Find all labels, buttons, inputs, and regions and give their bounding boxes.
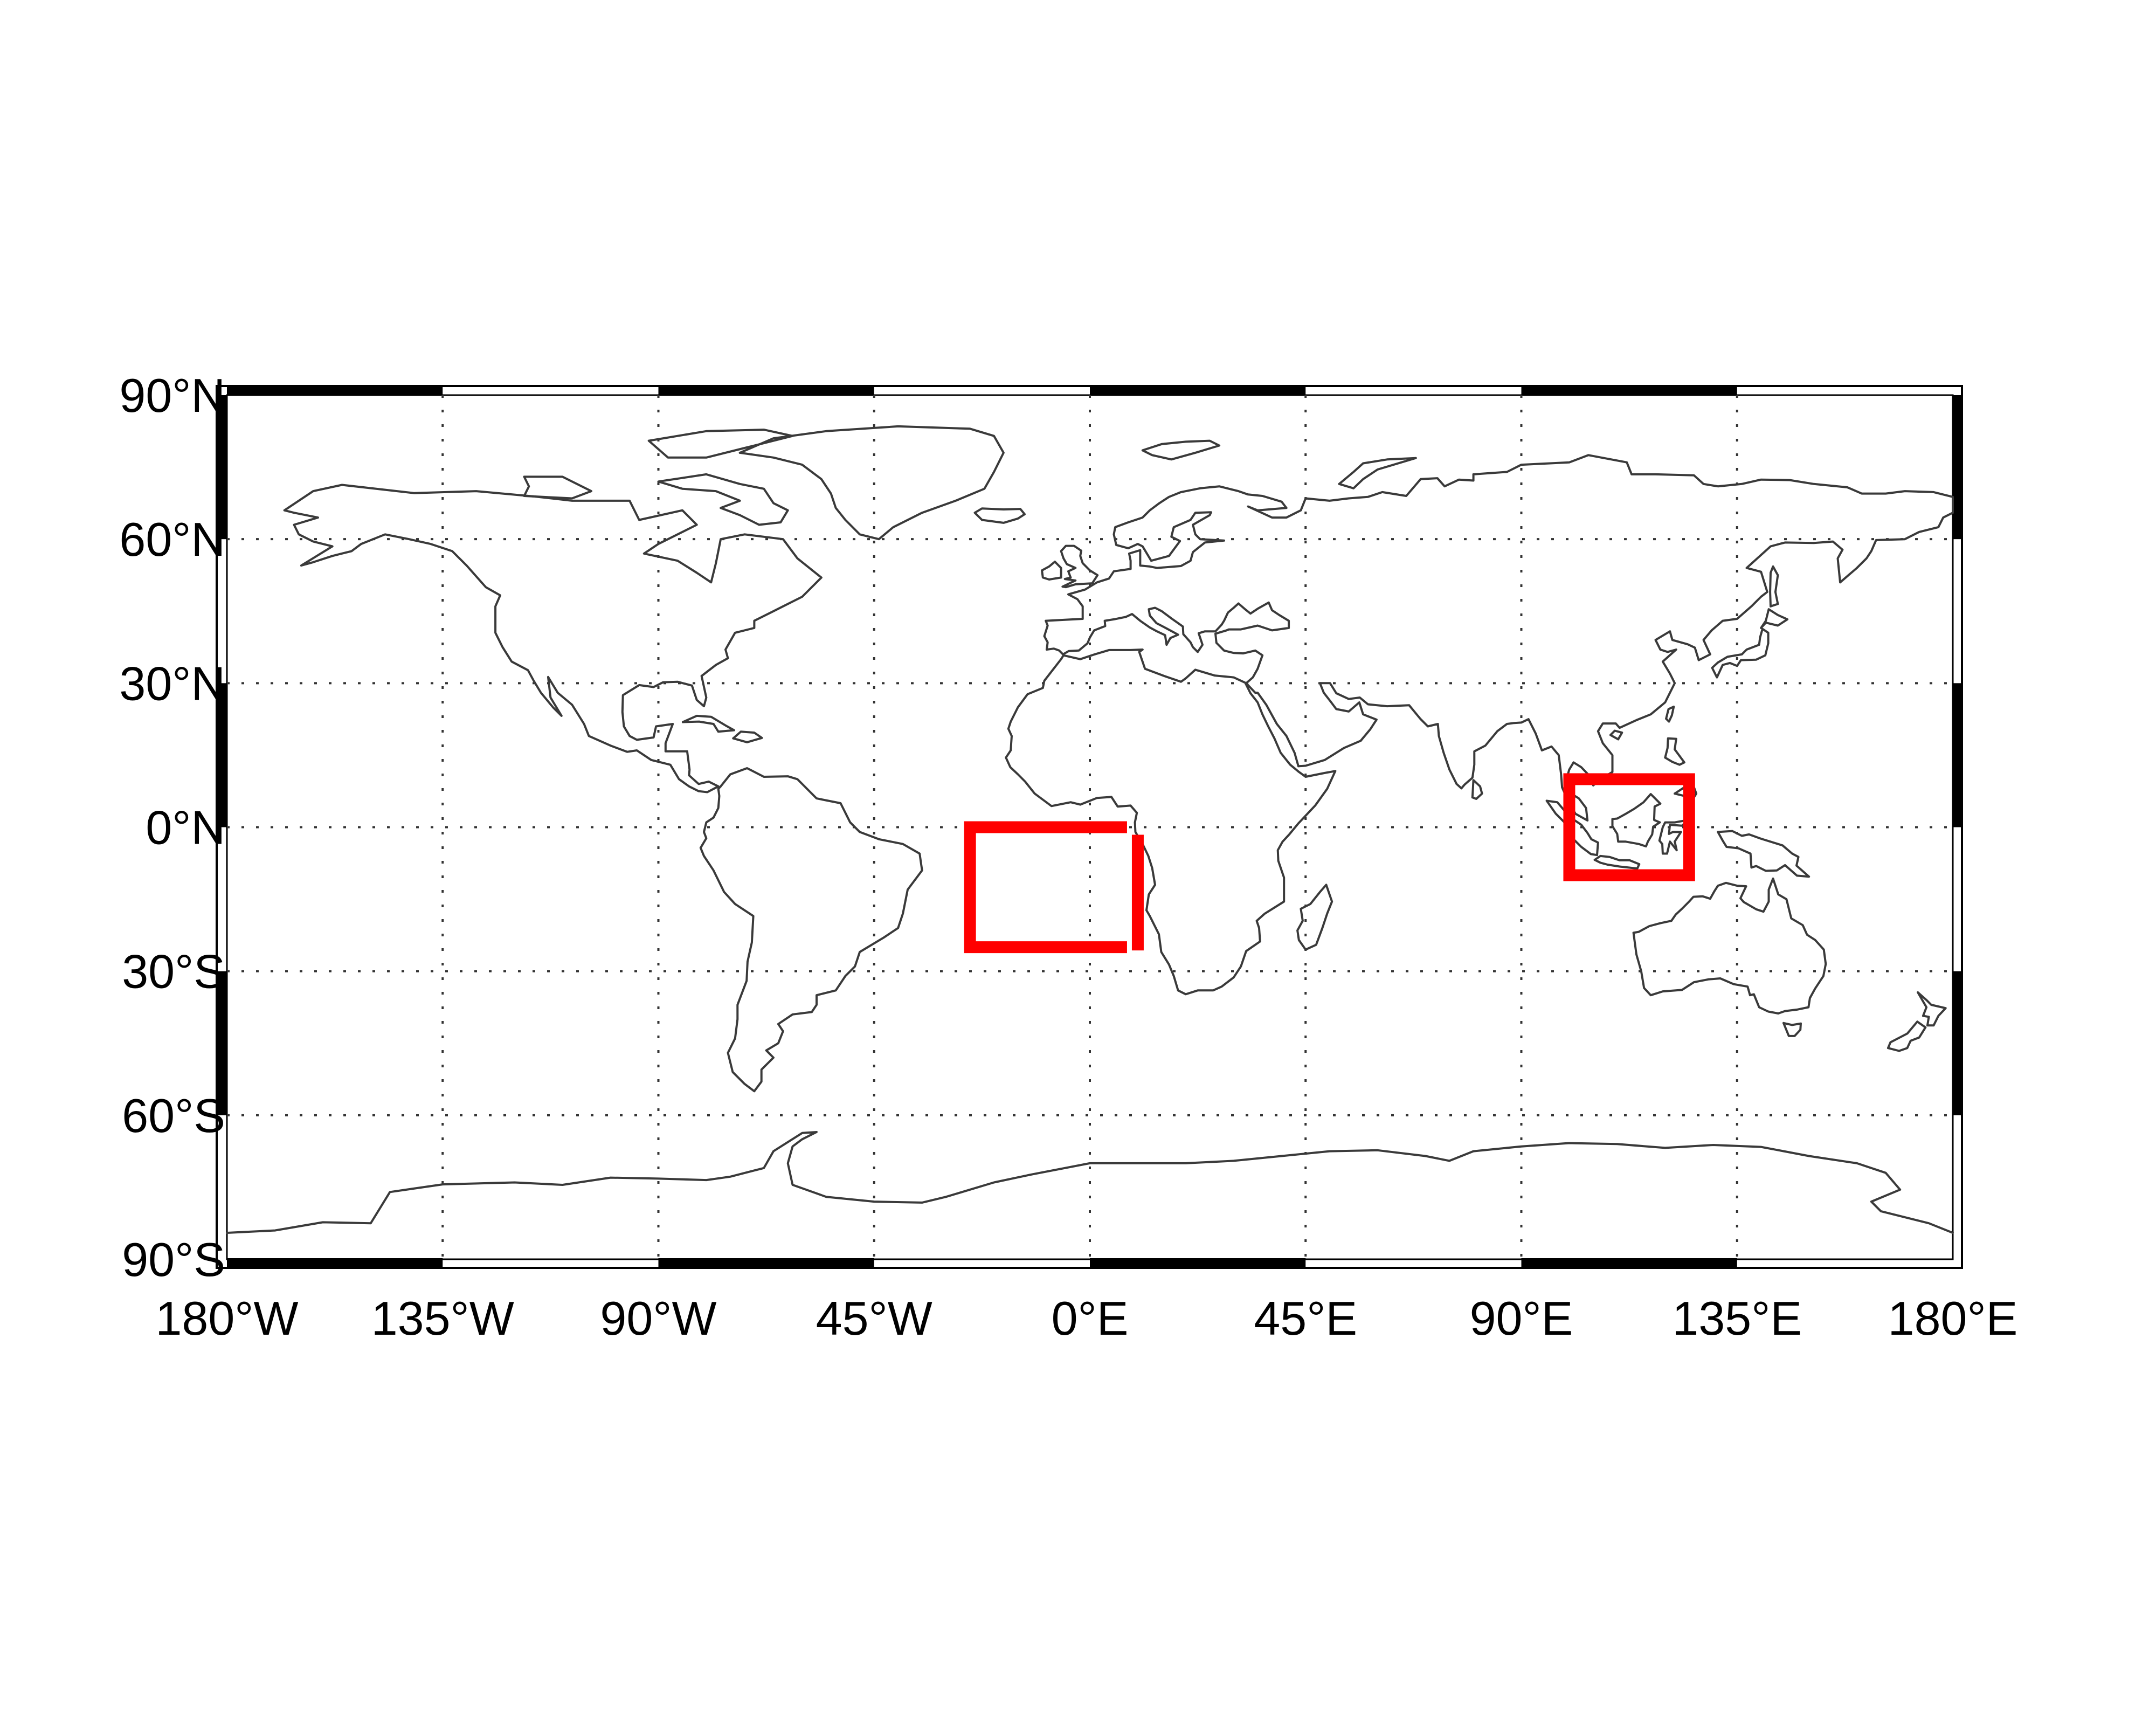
hokkaido-coast bbox=[1760, 608, 1789, 629]
longitude-label: 135°W bbox=[371, 1292, 514, 1345]
frame-outer-border bbox=[216, 385, 1963, 1269]
new-zealand-south-coast bbox=[1887, 1020, 1927, 1052]
frame-band-bottom-black bbox=[1090, 1258, 1306, 1267]
longitude-label: 45°E bbox=[1254, 1292, 1357, 1345]
longitude-label: 90°W bbox=[600, 1292, 716, 1345]
java-coast bbox=[1593, 854, 1641, 870]
latitude-label: 60°N bbox=[119, 513, 225, 566]
frame-band-right-black bbox=[1952, 971, 1961, 1115]
frame-band-bottom-black bbox=[658, 1258, 874, 1267]
ireland-coast bbox=[1041, 561, 1062, 581]
sulawesi-coast bbox=[1658, 819, 1689, 855]
antarctica-coast bbox=[226, 1131, 1954, 1234]
frame-band-left-black bbox=[218, 971, 226, 1115]
north-america-coast bbox=[283, 484, 823, 794]
svalbard-coast bbox=[1141, 439, 1221, 461]
longitude-label: 0°E bbox=[1052, 1292, 1129, 1345]
highlighted-regions bbox=[964, 773, 1695, 954]
map-frame bbox=[216, 385, 1963, 1269]
frame-band-left-black bbox=[218, 395, 226, 540]
longitude-label: 180°W bbox=[155, 1292, 298, 1345]
madagascar-coast bbox=[1296, 884, 1333, 951]
tasmania-coast bbox=[1782, 1022, 1802, 1037]
eurasia-coast bbox=[1005, 454, 1954, 996]
longitude-label: 90°E bbox=[1470, 1292, 1573, 1345]
latitude-tick-labels: 90°N 60°N 30°N 0°N 30°S 60°S 90°S bbox=[119, 369, 225, 1286]
japan-coast bbox=[1711, 627, 1770, 679]
longitude-label: 180°E bbox=[1888, 1292, 2018, 1345]
latitude-label: 90°S bbox=[122, 1233, 225, 1286]
longitude-label: 135°E bbox=[1672, 1292, 1802, 1345]
cuba-coast bbox=[681, 714, 735, 733]
frame-band-top-black bbox=[227, 387, 443, 396]
hispaniola-coast bbox=[732, 730, 763, 743]
atlantic-region bbox=[964, 821, 1127, 954]
frame-band-top-black bbox=[1090, 387, 1306, 396]
new-guinea-coast bbox=[1717, 830, 1811, 878]
new-zealand-north-coast bbox=[1917, 991, 1947, 1027]
latitude-label: 60°S bbox=[122, 1089, 225, 1142]
frame-band-bottom-black bbox=[1521, 1258, 1737, 1267]
frame-band-right-black bbox=[1952, 395, 1961, 540]
frame-band-top-black bbox=[1521, 387, 1737, 396]
greenland-coast bbox=[738, 425, 1005, 541]
frame-band-right-black bbox=[1952, 683, 1961, 827]
iceland-coast bbox=[973, 507, 1026, 524]
frame-band-bottom-black bbox=[227, 1258, 443, 1267]
latitude-label: 30°N bbox=[119, 657, 225, 710]
sri-lanka-coast bbox=[1471, 779, 1483, 800]
taiwan-coast bbox=[1665, 706, 1675, 723]
maritime-continent-region bbox=[1563, 773, 1695, 881]
borneo-coast bbox=[1611, 793, 1662, 848]
latitude-label: 30°S bbox=[122, 945, 225, 998]
great-britain-coast bbox=[1060, 544, 1099, 589]
sakhalin-coast bbox=[1769, 565, 1779, 608]
novaya-zemlya-coast bbox=[1338, 457, 1417, 489]
south-america-coast bbox=[699, 767, 923, 1093]
frame-band-top-black bbox=[658, 387, 874, 396]
ellesmere-island-coast bbox=[647, 429, 794, 459]
longitude-tick-labels: 180°W 135°W 90°W 45°W 0°E 45°E 90°E 135°E 180°E bbox=[155, 1292, 2017, 1345]
frame-band-left-black bbox=[218, 683, 226, 827]
longitude-label: 45°W bbox=[816, 1292, 932, 1345]
baffin-island-coast bbox=[657, 473, 789, 526]
latitude-label: 90°N bbox=[119, 369, 225, 422]
australia-coast bbox=[1632, 877, 1827, 1015]
latitude-label: 0°N bbox=[146, 801, 225, 854]
hainan-coast bbox=[1609, 729, 1623, 741]
philippines-luzon-coast bbox=[1664, 737, 1685, 766]
victoria-island-coast bbox=[523, 475, 592, 500]
